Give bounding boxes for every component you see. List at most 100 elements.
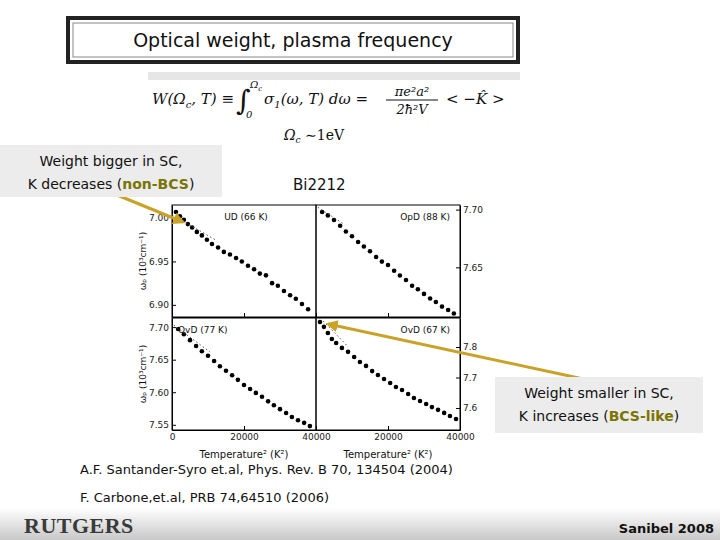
data-point xyxy=(188,338,193,343)
data-point xyxy=(278,407,283,412)
y-tick-mark xyxy=(456,378,460,379)
panel: 020000400007.557.607.657.70OvD (77 K)Tem… xyxy=(138,318,331,460)
background xyxy=(0,0,720,540)
y-tick-mark xyxy=(172,305,176,306)
x-tick xyxy=(316,313,317,317)
data-point xyxy=(302,421,307,426)
data-point xyxy=(222,250,227,255)
x-tick: 20000 xyxy=(374,426,403,442)
marks xyxy=(318,207,456,316)
plot-frame xyxy=(172,205,316,317)
y-axis-line xyxy=(460,206,461,318)
marks xyxy=(174,325,312,428)
y-tick-label: 7.8 xyxy=(463,342,478,352)
y-tick: 7.7 xyxy=(456,373,477,383)
numerator: πe²a² xyxy=(394,84,429,99)
formula-part: (ω, T) dω = xyxy=(281,90,368,108)
x-axis-title: Temperature² (K²) xyxy=(343,449,433,460)
x-axis: 0 20000 40000 xyxy=(170,426,331,442)
x-tick-mark xyxy=(244,426,245,430)
data-point xyxy=(254,391,259,396)
note-part: ) xyxy=(674,408,679,424)
data-point xyxy=(218,364,223,369)
data-point xyxy=(388,381,393,386)
formula-part: c xyxy=(258,85,262,93)
data-point xyxy=(446,308,451,313)
y-tick-mark xyxy=(456,267,460,268)
data-point xyxy=(216,245,221,250)
data-point xyxy=(448,414,453,419)
panel: 6.906.957.00UD (66 K)ωₚ (10³cm⁻¹) xyxy=(138,205,317,318)
x-tick: 20000 xyxy=(230,426,259,442)
x-tick xyxy=(388,313,389,317)
data-point xyxy=(436,408,441,413)
data-point xyxy=(452,311,457,316)
data-point xyxy=(200,349,205,354)
x-tick-label: 0 xyxy=(170,432,176,442)
data-point xyxy=(318,320,323,325)
data-point xyxy=(242,383,247,388)
data-point xyxy=(260,394,265,399)
data-point xyxy=(282,289,287,294)
data-point xyxy=(284,411,289,416)
y-tick-label: 6.95 xyxy=(149,257,169,267)
y-axis-line xyxy=(172,319,173,431)
y-tick-label: 7.60 xyxy=(149,388,169,398)
data-point xyxy=(422,292,427,297)
data-point xyxy=(350,234,355,239)
arrow xyxy=(328,324,588,380)
x-tick-mark xyxy=(388,313,389,317)
note-box xyxy=(495,377,703,433)
data-point xyxy=(326,331,331,336)
integral-lower: 0 xyxy=(246,109,253,120)
data-point xyxy=(234,256,239,261)
note-box xyxy=(0,145,222,197)
data-point xyxy=(330,337,335,342)
omega-note: Ωc ∼1eV xyxy=(283,127,345,145)
y-tick-mark xyxy=(172,425,176,426)
y-tick-label: 7.65 xyxy=(463,263,483,273)
x-tick-mark xyxy=(316,313,317,317)
data-point xyxy=(288,293,293,298)
data-point xyxy=(264,273,269,278)
data-point xyxy=(200,233,205,238)
data-point xyxy=(178,214,183,219)
y-tick-label: 6.90 xyxy=(149,300,169,310)
data-point xyxy=(266,399,271,404)
y-tick-label: 7.6 xyxy=(463,403,478,413)
data-point xyxy=(210,242,215,247)
data-point xyxy=(240,259,245,264)
note-emphasis: BCS-like xyxy=(609,408,674,424)
slide: Optical weight, plasma frequencyW(Ωc, T)… xyxy=(0,0,720,540)
y-axis-title: ωₚ (10³cm⁻¹) xyxy=(138,232,148,290)
x-axis: 2000040000 xyxy=(317,426,476,442)
data-point xyxy=(338,223,343,228)
data-point xyxy=(272,403,277,408)
formula-rhs: < −K̂ > xyxy=(446,90,504,108)
data-point xyxy=(322,325,327,330)
y-tick-mark xyxy=(456,347,460,348)
data-point xyxy=(230,373,235,378)
y-tick-label: 7.70 xyxy=(463,205,483,215)
data-point xyxy=(252,267,257,272)
y-tick: 7.70 xyxy=(149,322,176,332)
data-point xyxy=(195,230,200,235)
note-part: K increases ( xyxy=(519,408,609,424)
y-tick-mark xyxy=(172,327,176,328)
y-tick: 7.60 xyxy=(149,388,176,398)
data-point xyxy=(364,364,369,369)
note-text: K decreases (non-BCS) xyxy=(28,176,195,192)
x-axis-title: Temperature² (K²) xyxy=(199,449,289,460)
data-point xyxy=(300,302,305,307)
data-point xyxy=(344,229,349,234)
formula-band xyxy=(148,72,520,80)
data-point xyxy=(430,405,435,410)
data-point xyxy=(392,269,397,274)
note-part: K decreases ( xyxy=(28,176,123,192)
data-point xyxy=(434,300,439,305)
y-tick-label: 7.55 xyxy=(149,420,169,430)
integrand: σ1(ω, T) dω = xyxy=(264,90,368,110)
x-tick: 40000 xyxy=(302,426,331,442)
x-tick xyxy=(316,313,317,317)
data-point xyxy=(340,346,345,351)
